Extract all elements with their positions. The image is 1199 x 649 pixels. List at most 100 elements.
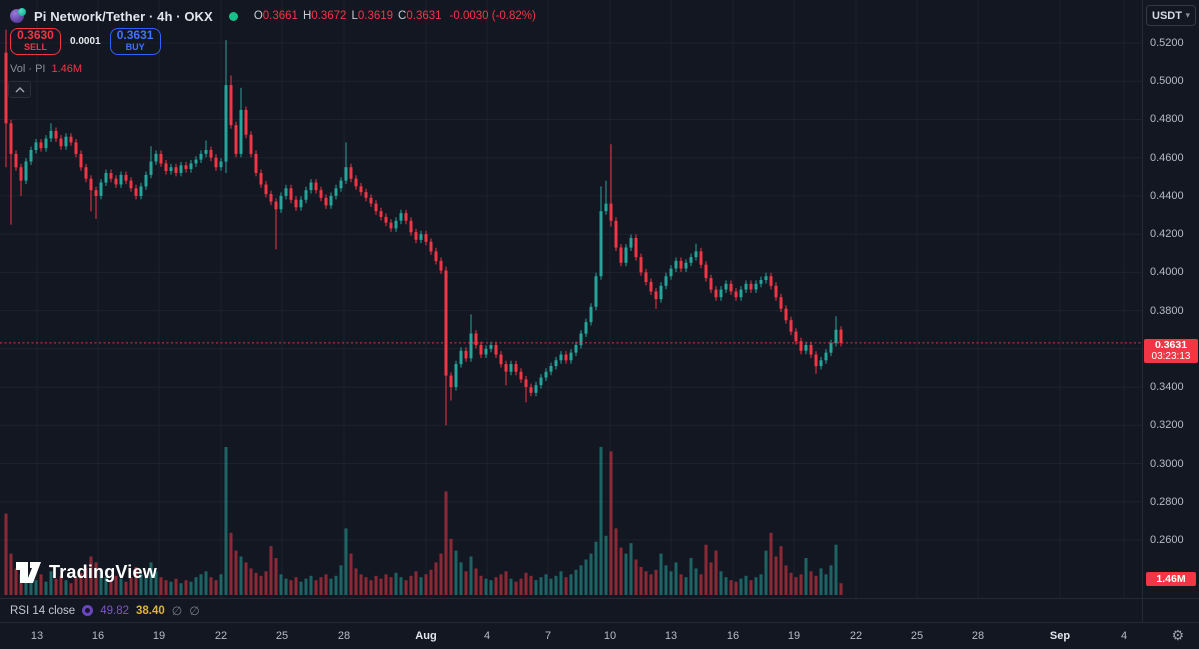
- volume-bar: [704, 544, 708, 595]
- candle-body: [559, 354, 563, 361]
- symbol-title[interactable]: Pi Network/Tether · 4h · OKX: [34, 8, 213, 24]
- candle-body: [19, 167, 23, 181]
- volume-bar: [384, 574, 388, 595]
- volume-bar: [739, 578, 743, 595]
- volume-bar: [194, 577, 198, 595]
- volume-bar: [504, 571, 508, 595]
- rsi-ma-value: 38.40: [135, 604, 165, 617]
- volume-bar: [674, 562, 678, 595]
- volume-bar: [169, 581, 173, 595]
- candle-body: [499, 354, 503, 365]
- candle-body: [429, 241, 433, 252]
- volume-bar: [689, 558, 693, 595]
- volume-bar: [174, 578, 178, 595]
- candle-body: [89, 178, 93, 191]
- volume-bar: [809, 571, 813, 595]
- candle-body: [4, 52, 8, 124]
- volume-bar: [264, 571, 268, 595]
- volume-bar: [99, 569, 103, 595]
- currency-selector[interactable]: USDT ▾: [1146, 5, 1196, 26]
- volume-bar: [719, 571, 723, 595]
- candle-body: [79, 153, 83, 168]
- price-axis-label: 0.4000: [1150, 266, 1184, 278]
- volume-bar: [244, 562, 248, 595]
- candle-body: [199, 153, 203, 160]
- volume-bar: [84, 568, 88, 595]
- volume-bar: [484, 578, 488, 595]
- candle-body: [414, 232, 418, 240]
- volume-bar: [94, 562, 98, 595]
- candle-body: [374, 203, 378, 212]
- volume-bar: [294, 577, 298, 595]
- volume-bar: [499, 574, 503, 595]
- price-axis-label: 0.4600: [1150, 152, 1184, 164]
- volume-bar: [159, 577, 163, 595]
- volume-bar: [19, 574, 23, 595]
- open-label: O: [253, 10, 263, 22]
- volume-bar: [414, 571, 418, 595]
- rsi-indicator-label[interactable]: RSI 14 close: [10, 604, 76, 617]
- candle-body: [44, 138, 48, 149]
- candle-body: [709, 278, 713, 290]
- volume-bar: [459, 562, 463, 595]
- volume-bar: [679, 574, 683, 595]
- volume-bar: [594, 541, 598, 595]
- volume-bar: [654, 569, 658, 595]
- volume-bar: [694, 568, 698, 595]
- time-axis[interactable]: ⚙ 13 16 19 22 25 28 Aug 4 7 10 13 16 19 22 25 28 Sep 4: [0, 622, 1199, 649]
- candle-body: [434, 251, 438, 261]
- volume-bar: [224, 447, 228, 595]
- volume-bar: [699, 574, 703, 595]
- candle-body: [169, 167, 173, 171]
- volume-bar: [829, 565, 833, 595]
- gear-icon[interactable]: ⚙: [1171, 628, 1184, 644]
- price-axis[interactable]: USDT ▾ 0.3631 03:23:13 1.46M 0.5200 0.500…: [1142, 0, 1199, 622]
- rsi-indicator-row[interactable]: RSI 14 close 49.82 38.40 ∅ ∅: [0, 599, 1142, 622]
- buy-button[interactable]: 0.3631 BUY: [109, 28, 161, 55]
- candle-body: [829, 343, 833, 353]
- price-chart-canvas[interactable]: [0, 0, 1142, 622]
- candle-body: [274, 201, 278, 210]
- volume-bar: [519, 578, 523, 595]
- pane-collapse-button[interactable]: [8, 81, 31, 98]
- sell-button[interactable]: 0.3630 SELL: [10, 28, 61, 55]
- volume-bar: [464, 571, 468, 595]
- candle-body: [369, 197, 373, 204]
- candle-body: [299, 199, 303, 208]
- candle-body: [29, 150, 33, 162]
- volume-bar: [524, 572, 528, 595]
- volume-bar: [539, 577, 543, 595]
- volume-bar: [454, 550, 458, 595]
- candle-body: [729, 283, 733, 292]
- time-axis-label: 22: [214, 630, 228, 642]
- candle-body: [509, 364, 513, 372]
- volume-bar: [379, 578, 383, 595]
- candle-body: [804, 345, 808, 351]
- buy-price: 0.3631: [116, 28, 154, 42]
- candle-body: [474, 333, 478, 345]
- volume-bar: [819, 568, 823, 595]
- volume-bar: [4, 513, 8, 595]
- candle-body: [484, 348, 488, 355]
- volume-bar: [619, 547, 623, 595]
- candle-body: [254, 153, 258, 173]
- volume-bar: [304, 578, 308, 595]
- volume-bar: [579, 565, 583, 595]
- candle-body: [524, 379, 528, 387]
- volume-bar: [339, 565, 343, 595]
- pane-separator[interactable]: [0, 598, 1199, 599]
- volume-bar: [544, 574, 548, 595]
- candle-body: [154, 153, 158, 162]
- candle-body: [409, 220, 413, 233]
- volume-indicator-value: 1.46M: [51, 63, 83, 75]
- candle-body: [489, 345, 493, 349]
- volume-bar: [439, 553, 443, 595]
- candle-body: [379, 211, 383, 217]
- volume-indicator-row[interactable]: Vol · PI 1.46M: [10, 63, 82, 75]
- candle-body: [564, 354, 568, 361]
- chevron-down-icon: ▾: [1185, 10, 1190, 20]
- volume-bar: [364, 577, 368, 595]
- time-axis-label: 4: [483, 630, 491, 642]
- symbol-header: Pi Network/Tether · 4h · OKX O0.3661 H0.…: [10, 7, 536, 25]
- candle-body: [359, 186, 363, 193]
